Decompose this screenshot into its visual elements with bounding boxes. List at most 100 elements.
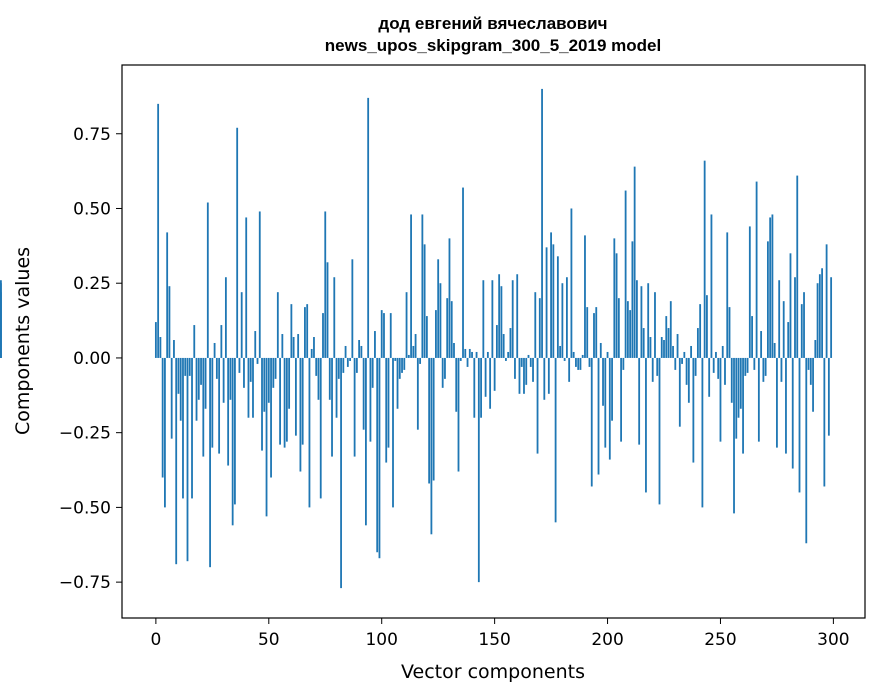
bar-220 [651, 357, 654, 382]
bar-28 [218, 357, 221, 454]
bar-215 [640, 286, 643, 358]
bar-2 [159, 337, 162, 358]
bar-272 [769, 217, 772, 358]
bar-177 [554, 357, 557, 523]
bar-79 [333, 277, 336, 358]
bar-9 [175, 357, 178, 565]
bar-189 [581, 354, 584, 358]
bar-45 [256, 357, 259, 364]
bar-291 [812, 357, 814, 412]
bar-226 [665, 316, 668, 358]
bar-85 [346, 357, 349, 367]
bar-76 [326, 262, 329, 358]
bar-74 [322, 313, 324, 358]
bar-147 [486, 351, 489, 358]
bar-13 [184, 357, 187, 376]
bar-152 [498, 274, 501, 358]
bar-292 [814, 340, 817, 358]
bar-260 [742, 357, 744, 454]
bar-182 [565, 277, 568, 358]
bar-144 [480, 357, 482, 418]
bar-278 [782, 301, 785, 358]
bar-4 [164, 357, 166, 508]
bar-50 [267, 357, 270, 403]
bar-253 [726, 232, 729, 358]
bar-165 [527, 354, 530, 358]
bar-35 [234, 357, 236, 505]
bar-283 [794, 277, 796, 358]
bar-117 [419, 357, 422, 364]
bar-254 [728, 307, 731, 358]
bar-17 [193, 325, 196, 358]
bar-133 [455, 357, 458, 412]
bar-201 [608, 357, 611, 460]
bar-56 [281, 334, 284, 358]
bar-131 [450, 301, 453, 358]
bar-145 [482, 280, 485, 358]
bar-178 [556, 256, 559, 358]
bar-7 [170, 357, 173, 439]
bar-102 [385, 357, 388, 463]
bar-274 [773, 342, 776, 358]
y-tick-label: 0.00 [73, 349, 111, 369]
bar-264 [751, 316, 753, 358]
bar-38 [240, 292, 243, 358]
plot-frame [121, 64, 866, 619]
bar-80 [335, 357, 338, 418]
bar-137 [464, 348, 467, 358]
bar-289 [807, 357, 810, 370]
bar-110 [403, 357, 406, 370]
bar-179 [559, 345, 562, 358]
bar-134 [457, 357, 460, 472]
bar-19 [197, 357, 200, 400]
x-tick-label: 100 [365, 630, 397, 650]
bar-41 [247, 357, 250, 418]
bar-115 [414, 334, 417, 358]
bar-1 [157, 103, 160, 358]
bar-296 [823, 357, 826, 487]
bar-159 [514, 357, 516, 379]
bar-114 [412, 345, 415, 358]
bar-162 [520, 357, 523, 367]
bar-118 [421, 214, 424, 358]
bar-16 [191, 357, 193, 499]
y-tick-label: 0.50 [73, 199, 111, 219]
bar-238 [692, 357, 695, 463]
bar-280 [787, 322, 790, 358]
bar-139 [468, 348, 471, 358]
bar-171 [541, 88, 543, 358]
x-axis-ticks: 0 50 100 150 200 250 300 [150, 618, 850, 650]
bar-111 [405, 292, 408, 358]
bar-295 [821, 268, 823, 358]
bar-92 [362, 357, 365, 430]
bar-71 [315, 357, 318, 376]
y-tick-label: −0.75 [59, 573, 111, 593]
bar-95 [369, 357, 372, 442]
bar-172 [543, 357, 546, 400]
bar-140 [471, 351, 473, 358]
bar-73 [319, 357, 322, 499]
bar-262 [746, 357, 749, 373]
x-tick-label: 250 [704, 630, 736, 650]
y-axis-ticks: −0.75 −0.50 −0.25 0.00 0.25 0.50 0.75 [59, 125, 122, 593]
bar-282 [791, 357, 794, 469]
bar-66 [304, 307, 306, 358]
bar-212 [633, 166, 636, 358]
y-tick-label: −0.25 [59, 424, 111, 444]
bar-98 [376, 357, 379, 553]
bar-32 [227, 357, 230, 466]
bar-213 [636, 280, 638, 358]
bar-199 [604, 357, 607, 448]
bar-175 [550, 232, 552, 358]
bar-157 [509, 328, 512, 358]
bar-248 [715, 351, 717, 358]
bar-223 [658, 357, 661, 505]
bar-63 [297, 334, 300, 358]
bar-65 [301, 357, 304, 445]
bar-246 [710, 214, 713, 358]
bar-39 [243, 357, 245, 388]
bar-203 [613, 238, 616, 358]
bar-197 [599, 342, 602, 358]
bar-112 [407, 354, 410, 358]
